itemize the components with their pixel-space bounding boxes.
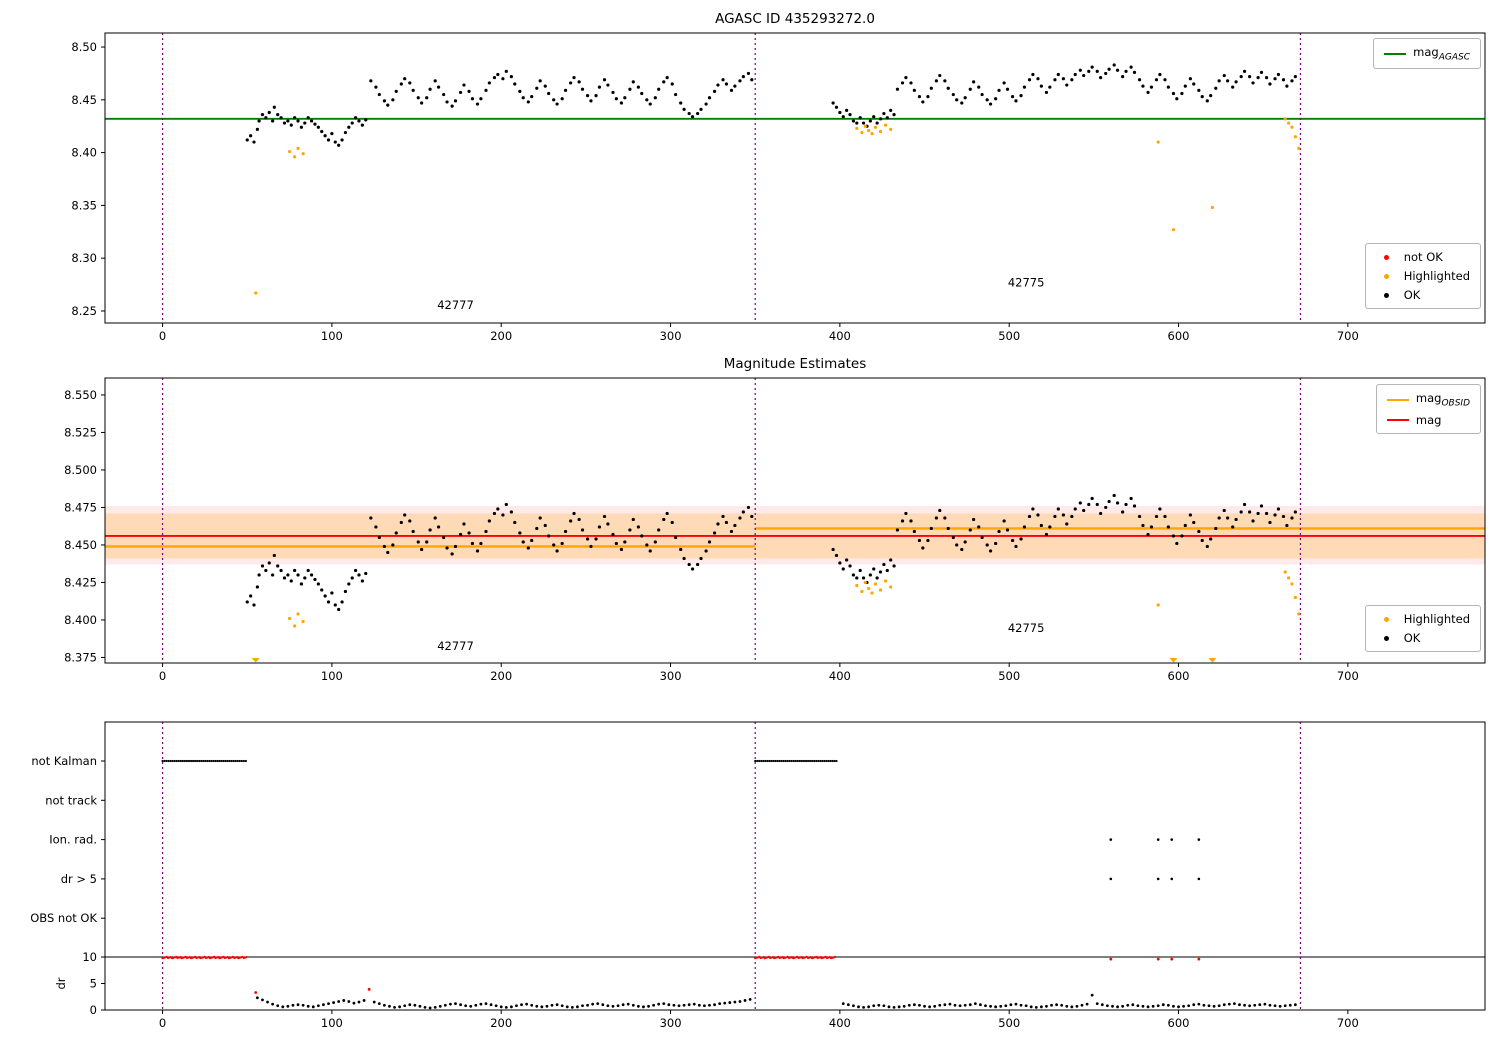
- legend-line-swatch: [1386, 419, 1409, 422]
- legend-label: mag: [1415, 413, 1442, 428]
- legend-dot-swatch: [1383, 292, 1389, 298]
- obsid-annotation: 42777: [437, 639, 474, 653]
- panel2-marker-legend: Highlighted OK: [1364, 605, 1481, 652]
- x-tick-label: 100: [321, 329, 343, 343]
- legend-label: Highlighted: [1403, 612, 1470, 626]
- panel2-title: Magnitude Estimates: [723, 356, 867, 372]
- y-tick-label: 8.550: [64, 388, 97, 402]
- flag-row-label: not Kalman: [31, 754, 97, 768]
- x-tick-label: 200: [490, 329, 512, 343]
- x-tick-label: 100: [321, 1016, 343, 1030]
- x-tick-label: 500: [998, 669, 1020, 683]
- y-tick-label: 8.35: [71, 198, 97, 212]
- legend-line-swatch: [1386, 398, 1409, 401]
- y-tick-label: 8.40: [71, 146, 97, 160]
- x-tick-label: 200: [490, 1016, 512, 1030]
- y-tick-label: 8.30: [71, 251, 97, 265]
- y-tick-label: 8.475: [64, 500, 97, 514]
- x-tick-label: 0: [159, 1016, 166, 1030]
- panel-border: [104, 377, 1486, 664]
- x-tick-label: 300: [660, 329, 682, 343]
- y-tick-label: 8.425: [64, 575, 97, 589]
- legend-dot-swatch: [1383, 254, 1389, 260]
- x-tick-label: 600: [1168, 1016, 1190, 1030]
- legend-item: OK: [1376, 288, 1470, 302]
- flag-row-label: dr > 5: [61, 872, 97, 886]
- x-tick-label: 600: [1168, 329, 1190, 343]
- y-tick-label: 8.25: [71, 304, 97, 318]
- panel2-line-legend: magOBSID mag: [1375, 384, 1481, 435]
- y-tick-label: 8.450: [64, 538, 97, 552]
- x-tick-label: 400: [829, 1016, 851, 1030]
- offscale-triangle-marker: [1208, 658, 1217, 663]
- flag-row-label: not track: [45, 793, 97, 807]
- flag-row-label: Ion. rad.: [49, 833, 97, 847]
- legend-label: OK: [1403, 631, 1421, 645]
- legend-label: magAGASC: [1413, 45, 1470, 63]
- panel-border: [104, 721, 1486, 1011]
- legend-item: Highlighted: [1376, 269, 1470, 283]
- legend-item: magOBSID: [1386, 391, 1470, 409]
- x-tick-label: 500: [998, 329, 1020, 343]
- legend-label: magOBSID: [1415, 391, 1470, 409]
- dr-axis-label: dr: [54, 977, 68, 989]
- x-tick-label: 200: [490, 669, 512, 683]
- x-tick-label: 700: [1337, 669, 1359, 683]
- dr-tick-label: 5: [90, 977, 97, 991]
- legend-dot-swatch: [1383, 616, 1389, 622]
- x-tick-label: 500: [998, 1016, 1020, 1030]
- y-tick-label: 8.400: [64, 613, 97, 627]
- legend-label: Highlighted: [1403, 269, 1470, 283]
- panel-border: [104, 32, 1486, 324]
- x-tick-label: 700: [1337, 1016, 1359, 1030]
- y-tick-label: 8.50: [71, 40, 97, 54]
- legend-item: magAGASC: [1384, 45, 1470, 62]
- x-tick-label: 0: [159, 329, 166, 343]
- panel1-marker-legend: not OK Highlighted OK: [1364, 243, 1481, 309]
- x-tick-label: 400: [829, 329, 851, 343]
- x-tick-label: 600: [1168, 669, 1190, 683]
- legend-item: Highlighted: [1376, 612, 1470, 626]
- y-tick-label: 8.500: [64, 463, 97, 477]
- legend-item: mag: [1386, 413, 1470, 428]
- legend-line-swatch: [1384, 52, 1407, 55]
- x-tick-label: 0: [159, 669, 166, 683]
- obsid-annotation: 42777: [437, 298, 474, 312]
- offscale-triangle-marker: [1169, 658, 1178, 663]
- legend-dot-swatch: [1383, 273, 1389, 279]
- x-tick-label: 300: [660, 1016, 682, 1030]
- x-tick-label: 700: [1337, 329, 1359, 343]
- legend-item: OK: [1376, 631, 1470, 645]
- panel1-line-legend: magAGASC: [1373, 38, 1481, 70]
- dr-tick-label: 10: [82, 950, 97, 964]
- y-tick-label: 8.45: [71, 93, 97, 107]
- legend-label: not OK: [1403, 250, 1443, 264]
- legend-label: OK: [1403, 288, 1421, 302]
- x-tick-label: 100: [321, 669, 343, 683]
- x-tick-label: 300: [660, 669, 682, 683]
- legend-dot-swatch: [1383, 635, 1389, 641]
- dr-tick-label: 0: [90, 1003, 97, 1017]
- offscale-triangle-marker: [251, 658, 260, 663]
- flag-row-label: OBS not OK: [30, 911, 97, 925]
- obsid-annotation: 42775: [1008, 621, 1045, 635]
- panel1-title: AGASC ID 435293272.0: [715, 11, 875, 27]
- y-tick-label: 8.525: [64, 425, 97, 439]
- legend-item: not OK: [1376, 250, 1470, 264]
- x-tick-label: 400: [829, 669, 851, 683]
- y-tick-label: 8.375: [64, 650, 97, 664]
- obsid-annotation: 42775: [1008, 276, 1045, 290]
